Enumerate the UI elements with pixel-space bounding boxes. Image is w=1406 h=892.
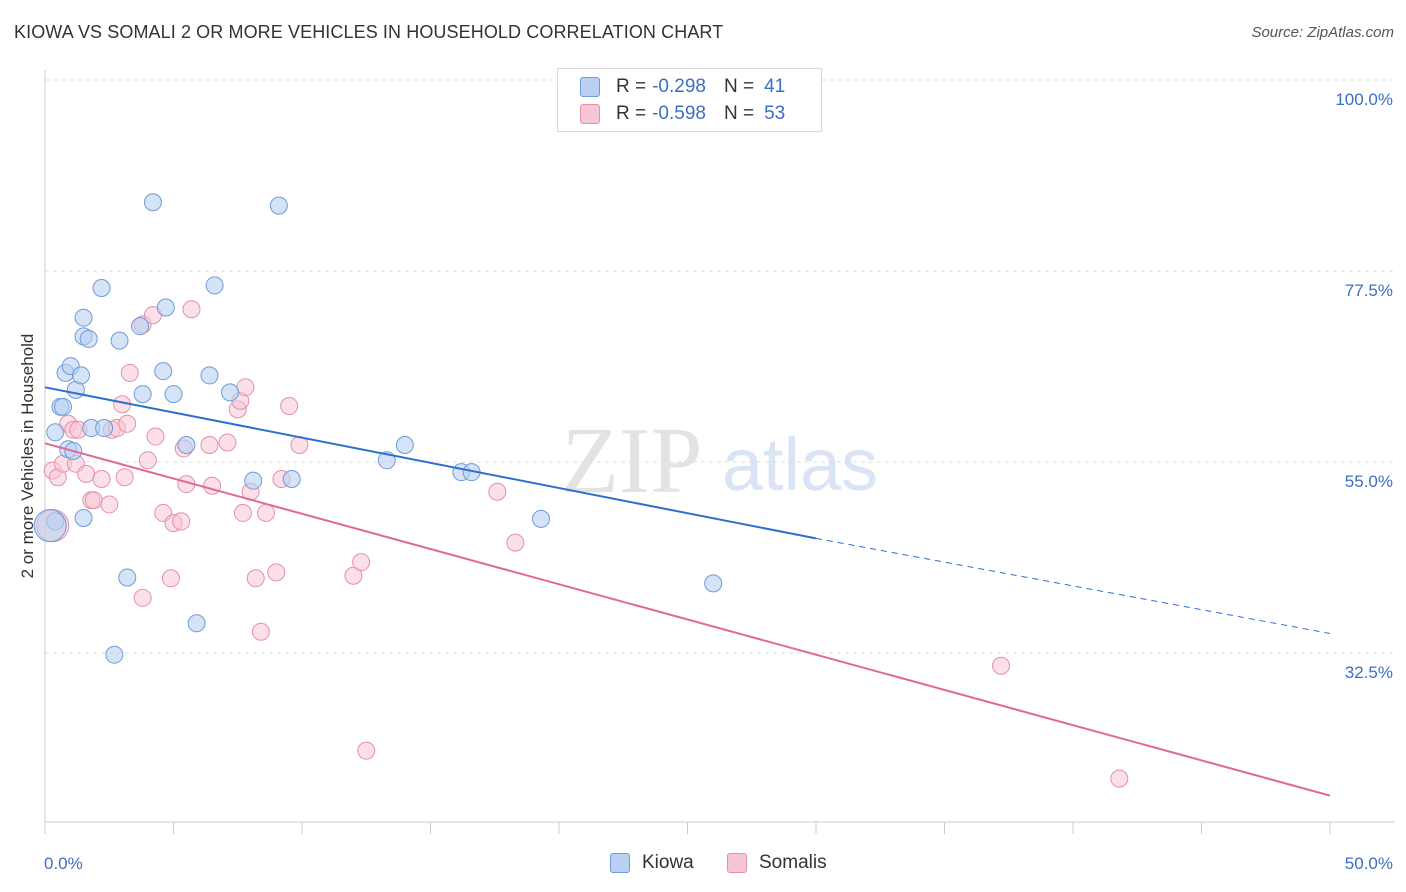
- somali-point: [233, 503, 252, 522]
- kiowa-point: [95, 419, 114, 438]
- x-tick-label: 0.0%: [44, 854, 83, 873]
- kiowa-point: [704, 574, 723, 593]
- tick-labels: 32.5% 55.0% 77.5% 100.0% 0.0% 50.0%: [44, 90, 1393, 873]
- kiowa-point: [92, 278, 111, 297]
- somali-point: [118, 414, 137, 433]
- kiowa-point: [74, 308, 93, 327]
- somali-point: [172, 512, 191, 531]
- watermark: ZIP atlas: [562, 409, 879, 513]
- kiowa-point: [110, 331, 129, 350]
- somali-swatch: [727, 853, 747, 873]
- somali-point: [200, 436, 219, 455]
- y-tick-label: 55.0%: [1345, 472, 1393, 491]
- somali-point: [246, 569, 265, 588]
- kiowa-trend-extension: [815, 537, 1331, 634]
- legend-row-kiowa: R = -0.298 N = 41: [580, 74, 785, 100]
- legend-item-label: Somalis: [759, 852, 827, 873]
- kiowa-point: [143, 193, 162, 212]
- somali-point: [161, 569, 180, 588]
- kiowa-point: [532, 509, 551, 528]
- kiowa-point: [46, 423, 65, 442]
- watermark-zip: ZIP: [562, 409, 703, 513]
- kiowa-point: [71, 366, 90, 385]
- kiowa-point: [164, 385, 183, 404]
- legend-r-value: -0.598: [652, 103, 706, 124]
- kiowa-point: [74, 509, 93, 528]
- somali-point: [992, 656, 1011, 675]
- kiowa-point: [177, 436, 196, 455]
- kiowa-point: [105, 645, 124, 664]
- legend-n-value: 53: [764, 103, 786, 124]
- kiowa-point: [269, 196, 288, 215]
- somali-point: [280, 396, 299, 415]
- kiowa-trend-line: [44, 386, 817, 540]
- legend-item-somalis[interactable]: Somalis: [727, 852, 827, 874]
- somali-point: [133, 588, 152, 607]
- legend-item-kiowa[interactable]: Kiowa: [610, 852, 694, 874]
- legend-row-somalis: R = -0.598 N = 53: [580, 101, 785, 127]
- kiowa-point: [53, 397, 72, 416]
- legend-r-label: R =: [616, 76, 647, 97]
- kiowa-swatch: [610, 853, 630, 873]
- kiowa-point: [200, 366, 219, 385]
- chart-title: KIOWA VS SOMALI 2 OR MORE VEHICLES IN HO…: [14, 22, 724, 42]
- legend-n-label: N =: [723, 76, 755, 97]
- somali-point: [92, 469, 111, 488]
- kiowa-point: [395, 436, 414, 455]
- somali-points: [36, 300, 1129, 788]
- somali-point: [115, 468, 134, 487]
- somali-point: [357, 741, 376, 760]
- kiowa-points: [33, 193, 723, 664]
- kiowa-point: [156, 298, 175, 317]
- kiowa-point: [187, 614, 206, 633]
- source-label: Source: ZipAtlas.com: [1251, 24, 1394, 41]
- legend-item-label: Kiowa: [642, 852, 694, 873]
- somali-point: [120, 363, 139, 382]
- somali-point: [84, 491, 103, 510]
- kiowa-point: [154, 362, 173, 381]
- somali-swatch: [580, 104, 600, 124]
- somali-point: [257, 503, 276, 522]
- grid-lines: [45, 79, 1395, 654]
- somali-point: [506, 533, 525, 552]
- somali-trend-line: [44, 442, 1331, 797]
- legend-r-label: R =: [616, 103, 647, 124]
- somali-point: [100, 495, 119, 514]
- axes: [44, 70, 1395, 834]
- x-tick-label: 50.0%: [1345, 854, 1393, 873]
- kiowa-point: [131, 317, 150, 336]
- kiowa-point: [205, 276, 224, 295]
- legend-r-value: -0.298: [652, 76, 706, 97]
- somali-point: [1110, 769, 1129, 788]
- kiowa-point: [33, 509, 67, 543]
- kiowa-point: [133, 385, 152, 404]
- somali-point: [344, 566, 363, 585]
- kiowa-point: [244, 471, 263, 490]
- somali-point: [182, 300, 201, 319]
- y-tick-label: 32.5%: [1345, 663, 1393, 682]
- somali-point: [77, 464, 96, 483]
- series-legend: Kiowa Somalis: [0, 852, 1406, 878]
- somali-point: [138, 451, 157, 470]
- somali-point: [251, 622, 270, 641]
- legend-n-label: N =: [723, 103, 755, 124]
- somali-point: [146, 427, 165, 446]
- trend-lines: [44, 386, 1331, 797]
- somali-point: [236, 378, 255, 397]
- kiowa-point: [221, 383, 240, 402]
- y-tick-label: 77.5%: [1345, 281, 1393, 300]
- kiowa-swatch: [580, 77, 600, 97]
- correlation-legend: R = -0.298 N = 41 R = -0.598 N = 53: [557, 68, 822, 132]
- watermark-atlas: atlas: [722, 423, 878, 506]
- kiowa-point: [79, 329, 98, 348]
- somali-point: [218, 433, 237, 452]
- somali-point: [488, 482, 507, 501]
- somali-point: [352, 553, 371, 572]
- y-tick-label: 100.0%: [1335, 90, 1393, 109]
- legend-n-value: 41: [764, 76, 786, 97]
- kiowa-point: [118, 568, 137, 587]
- somali-point: [267, 563, 286, 582]
- kiowa-point: [282, 469, 301, 488]
